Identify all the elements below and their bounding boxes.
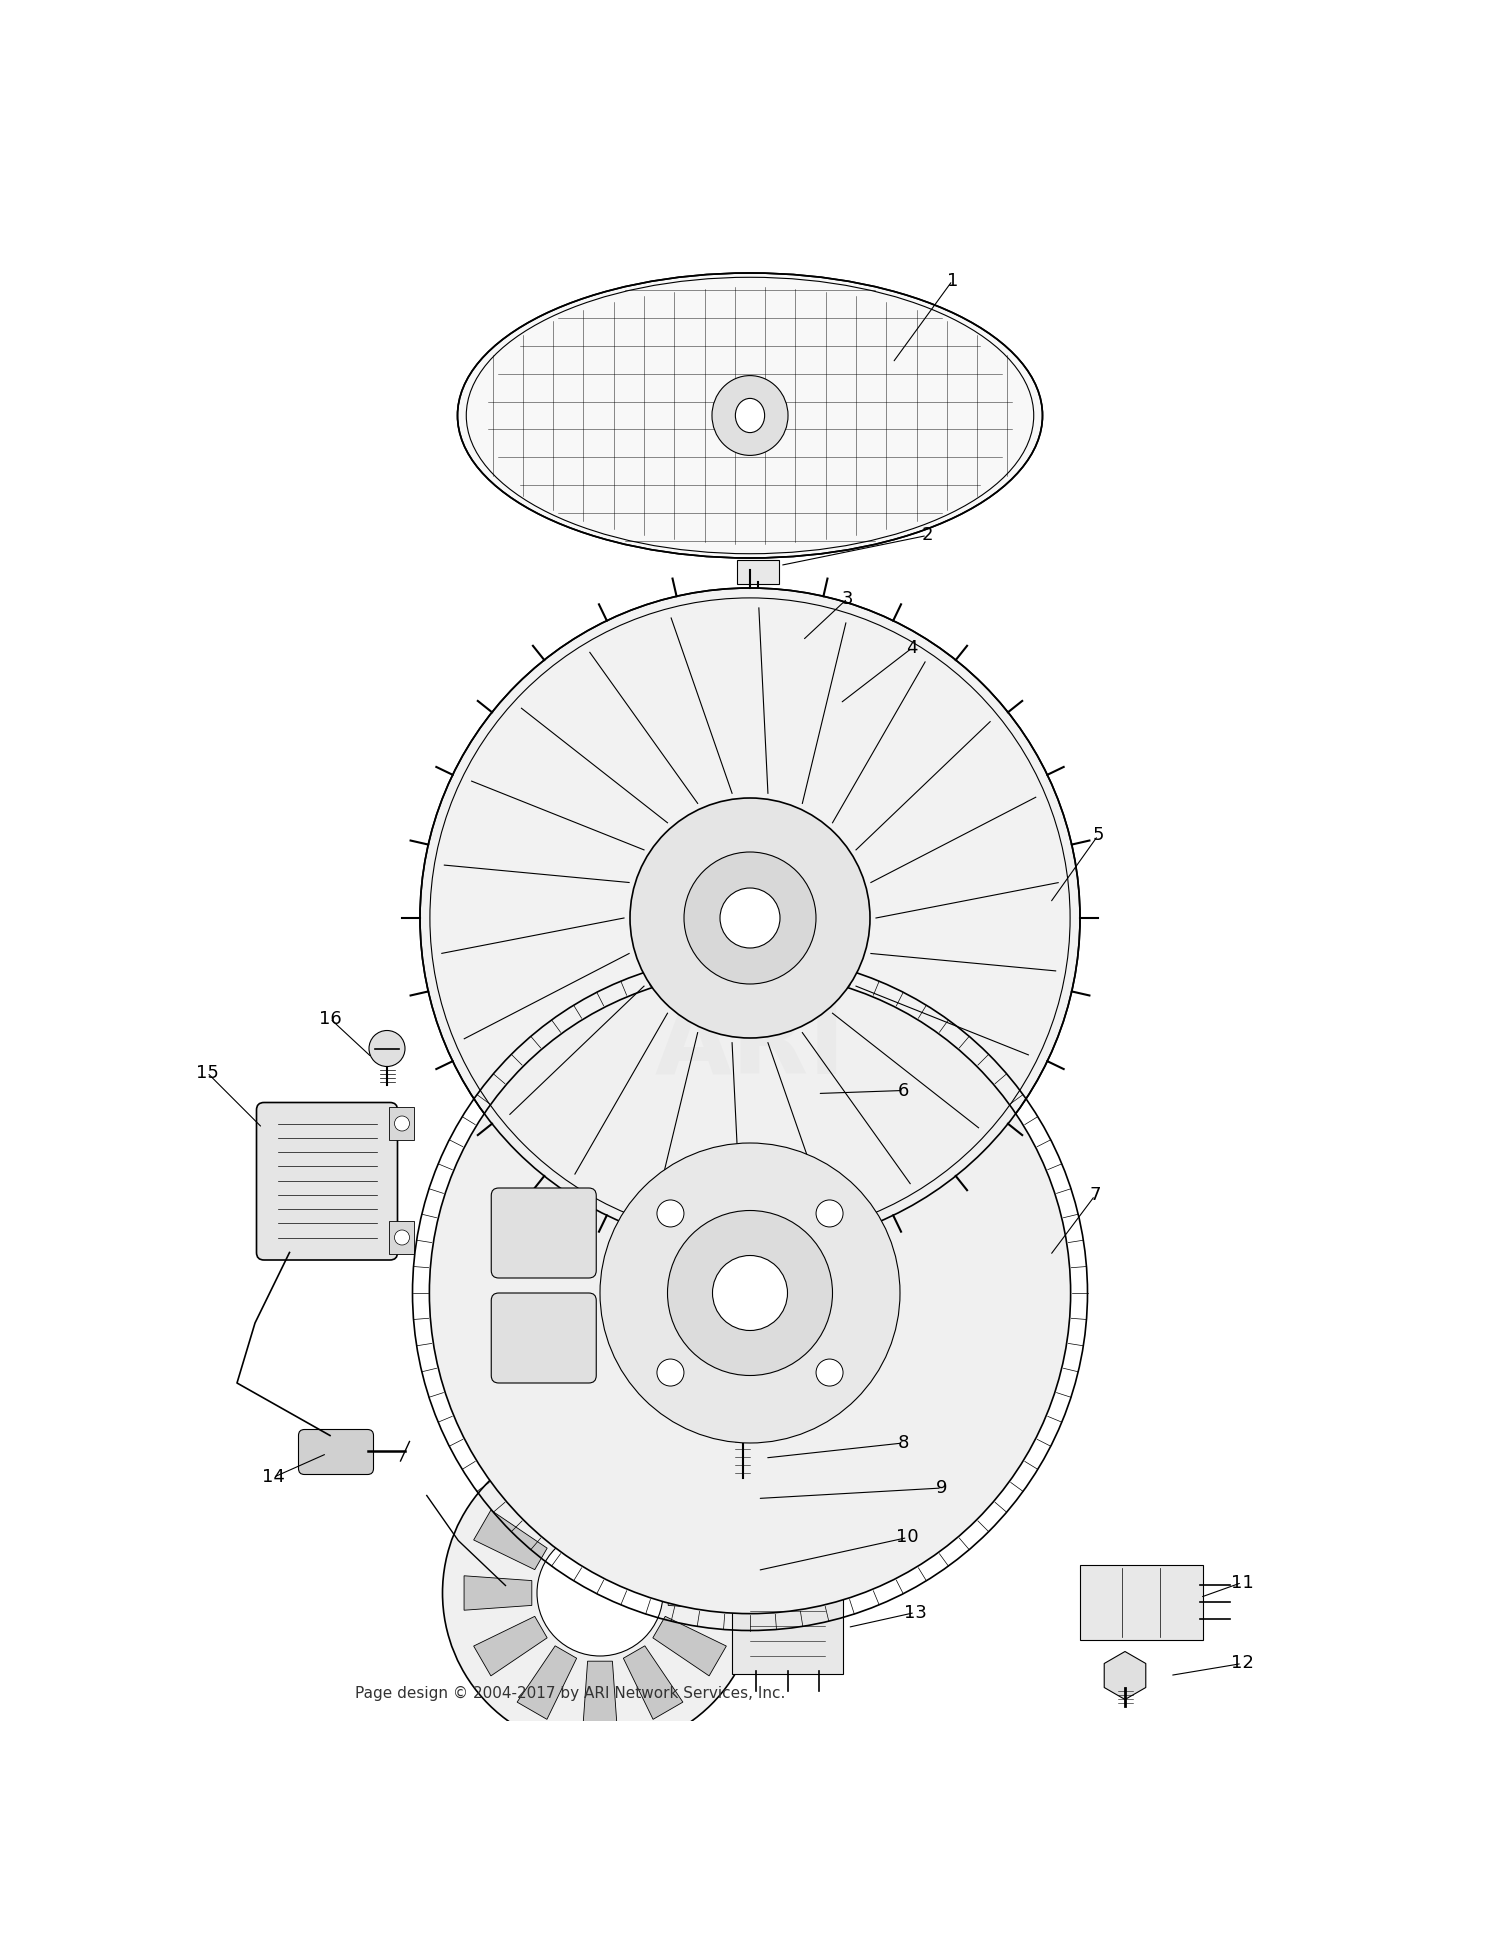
Ellipse shape	[735, 398, 765, 433]
Polygon shape	[652, 1617, 726, 1675]
Ellipse shape	[682, 691, 712, 710]
FancyBboxPatch shape	[1080, 1564, 1203, 1640]
Text: 6: 6	[897, 1081, 909, 1099]
FancyBboxPatch shape	[724, 1417, 760, 1436]
Text: 14: 14	[261, 1469, 285, 1487]
Text: ARI: ARI	[654, 998, 846, 1095]
Text: 13: 13	[903, 1603, 927, 1621]
Text: 8: 8	[897, 1434, 909, 1452]
Circle shape	[420, 588, 1080, 1248]
Ellipse shape	[735, 728, 765, 745]
Text: 15: 15	[195, 1064, 219, 1081]
Ellipse shape	[788, 691, 818, 710]
FancyBboxPatch shape	[492, 1188, 596, 1277]
FancyBboxPatch shape	[388, 1221, 414, 1254]
FancyBboxPatch shape	[388, 1106, 414, 1139]
Polygon shape	[474, 1617, 548, 1675]
Circle shape	[630, 798, 870, 1038]
Text: 9: 9	[936, 1479, 948, 1497]
FancyBboxPatch shape	[764, 1087, 796, 1106]
Polygon shape	[624, 1646, 682, 1720]
Text: 4: 4	[906, 639, 918, 656]
Circle shape	[394, 1231, 410, 1244]
Polygon shape	[518, 1646, 576, 1720]
Polygon shape	[518, 1467, 576, 1539]
Text: 3: 3	[842, 590, 854, 608]
Text: 5: 5	[1092, 827, 1104, 844]
FancyBboxPatch shape	[682, 1491, 728, 1516]
Ellipse shape	[717, 699, 783, 726]
Polygon shape	[1104, 1652, 1146, 1700]
FancyBboxPatch shape	[736, 559, 778, 584]
Polygon shape	[668, 1576, 736, 1611]
Text: 2: 2	[921, 526, 933, 545]
Polygon shape	[652, 1510, 726, 1570]
Circle shape	[394, 1116, 410, 1132]
Polygon shape	[474, 1510, 548, 1570]
Text: 1: 1	[946, 272, 958, 289]
Circle shape	[720, 887, 780, 947]
Circle shape	[657, 1359, 684, 1386]
Circle shape	[712, 1256, 788, 1330]
FancyBboxPatch shape	[298, 1429, 374, 1475]
Circle shape	[369, 1031, 405, 1066]
Text: 11: 11	[1230, 1574, 1254, 1592]
Text: 12: 12	[1230, 1654, 1254, 1673]
Text: 16: 16	[318, 1009, 342, 1027]
Polygon shape	[584, 1458, 616, 1526]
Polygon shape	[624, 1467, 682, 1539]
Circle shape	[442, 1436, 758, 1751]
Text: 7: 7	[1089, 1186, 1101, 1205]
Circle shape	[600, 1143, 900, 1442]
Circle shape	[429, 972, 1071, 1613]
FancyBboxPatch shape	[492, 1293, 596, 1384]
FancyBboxPatch shape	[256, 1102, 398, 1260]
Polygon shape	[584, 1661, 616, 1729]
Polygon shape	[464, 1576, 532, 1611]
Circle shape	[537, 1530, 663, 1656]
Circle shape	[816, 1200, 843, 1227]
Ellipse shape	[668, 683, 832, 741]
Circle shape	[816, 1359, 843, 1386]
Ellipse shape	[700, 625, 798, 662]
Circle shape	[668, 1211, 832, 1376]
Text: Page design © 2004-2017 by ARI Network Services, Inc.: Page design © 2004-2017 by ARI Network S…	[356, 1687, 784, 1700]
Ellipse shape	[712, 377, 788, 456]
Text: 10: 10	[896, 1528, 920, 1547]
Circle shape	[657, 1200, 684, 1227]
Circle shape	[684, 852, 816, 984]
Ellipse shape	[458, 274, 1042, 557]
FancyBboxPatch shape	[732, 1594, 843, 1673]
Ellipse shape	[734, 637, 766, 650]
